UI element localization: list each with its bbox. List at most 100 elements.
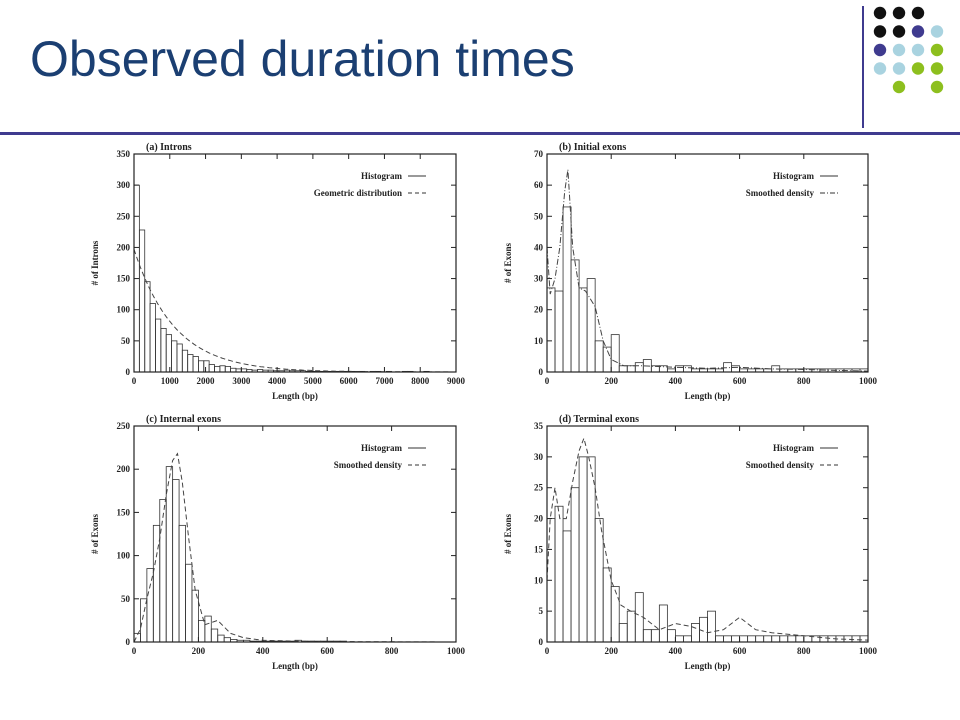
x-tick-label: 400 [669, 376, 683, 386]
y-axis-label: # of Exons [90, 514, 100, 555]
histogram-bar [149, 303, 156, 373]
y-tick-label: 20 [534, 514, 544, 524]
legend-label: Histogram [773, 171, 814, 181]
histogram-bar [763, 635, 773, 643]
histogram-bar [160, 327, 167, 373]
histogram-bar [198, 619, 206, 643]
decor-dot-purple [873, 43, 887, 57]
histogram-bar [217, 634, 225, 643]
histogram-bar [594, 518, 604, 643]
y-tick-label: 15 [534, 544, 544, 554]
x-tick-label: 6000 [340, 376, 359, 386]
histogram-bar [642, 629, 652, 643]
y-tick-label: 100 [117, 551, 131, 561]
density-curve [133, 249, 456, 373]
histogram-bar [666, 629, 676, 643]
y-tick-label: 0 [539, 367, 544, 377]
histogram-bar [683, 365, 692, 373]
y-tick-label: 50 [121, 594, 131, 604]
y-tick-label: 250 [117, 211, 131, 221]
histogram-bar [618, 623, 628, 643]
panel-title: (c) Internal exons [146, 414, 221, 425]
histogram-bar [187, 354, 194, 373]
histogram-bar [675, 365, 684, 373]
x-tick-label: 1000 [447, 646, 466, 656]
histogram-bar [650, 629, 660, 643]
histogram-bar [138, 229, 146, 373]
x-tick-label: 7000 [375, 376, 394, 386]
x-axis-label: Length (bp) [272, 391, 318, 401]
legend-label: Smoothed density [746, 188, 815, 198]
plot-frame [133, 425, 457, 643]
histogram-bar [152, 524, 161, 643]
decor-dot-green [892, 80, 906, 94]
histogram-bar [787, 635, 797, 643]
histogram-bar [146, 568, 154, 643]
y-tick-label: 350 [117, 149, 131, 159]
histogram-bar [851, 635, 861, 643]
histogram-bar [185, 563, 193, 643]
x-tick-label: 0 [545, 646, 550, 656]
y-tick-label: 40 [534, 242, 544, 252]
y-axis-label: # of Introns [90, 240, 100, 285]
histogram-bar [731, 635, 741, 643]
decor-dot-green [911, 62, 925, 75]
y-tick-label: 200 [117, 242, 131, 252]
decor-dot-black [892, 6, 906, 20]
y-tick-label: 300 [117, 180, 131, 190]
x-tick-label: 8000 [411, 376, 430, 386]
title-underline-rule [0, 132, 960, 135]
x-tick-label: 200 [192, 646, 206, 656]
histogram-bar [747, 635, 757, 643]
histogram-bar [570, 259, 580, 373]
y-tick-label: 0 [126, 637, 131, 647]
x-tick-label: 200 [604, 646, 618, 656]
histogram-bar [658, 604, 668, 643]
histogram-bar [771, 635, 781, 643]
y-tick-label: 0 [126, 367, 131, 377]
x-tick-label: 800 [385, 646, 399, 656]
decor-dot-lightblue [911, 43, 925, 57]
histogram-bar [675, 635, 684, 643]
x-axis-label: Length (bp) [685, 391, 731, 401]
decor-dot-green [930, 80, 944, 94]
histogram-bar [578, 287, 588, 373]
y-axis-label: # of Exons [503, 243, 513, 284]
y-tick-label: 10 [534, 336, 544, 346]
histogram-bar [214, 365, 221, 373]
histogram-bar [618, 365, 628, 373]
histogram-bar [203, 360, 210, 373]
decor-dot-lightblue [892, 62, 906, 75]
x-tick-label: 3000 [232, 376, 251, 386]
histogram-bar [178, 524, 186, 643]
density-curve [133, 452, 457, 643]
legend-label: Smoothed density [334, 460, 403, 470]
histogram-bar [172, 479, 180, 643]
panel-1: 0 50 100 150 200 250 300 350 0 1000 2000 3000 4000 50… [90, 142, 466, 401]
histogram-bar [570, 487, 580, 643]
decor-dot-green [930, 43, 944, 57]
histogram-bar [578, 456, 588, 643]
y-tick-label: 30 [534, 274, 544, 284]
y-tick-label: 5 [539, 606, 544, 616]
legend-label: Smoothed density [746, 460, 815, 470]
histogram-bar [626, 365, 636, 373]
y-tick-label: 200 [117, 464, 131, 474]
decor-dot-purple [911, 25, 925, 38]
x-tick-label: 800 [797, 646, 811, 656]
histogram-bar [171, 340, 178, 373]
histogram-bar [159, 499, 167, 643]
panel-4: 0 5 10 15 20 25 30 35 0 200 400 600 800 1000 (d) Termi… [503, 414, 878, 671]
histogram-bar [731, 365, 741, 373]
histogram-bar [683, 635, 692, 643]
histogram-bar [554, 290, 564, 373]
histogram-bar [610, 586, 620, 643]
histogram-bar [634, 362, 644, 373]
plot-frame [133, 153, 457, 373]
x-tick-label: 0 [132, 646, 137, 656]
y-tick-label: 30 [534, 452, 544, 462]
histogram-bar [610, 334, 620, 373]
panel-title: (b) Initial exons [559, 142, 626, 153]
y-tick-label: 10 [534, 575, 544, 585]
